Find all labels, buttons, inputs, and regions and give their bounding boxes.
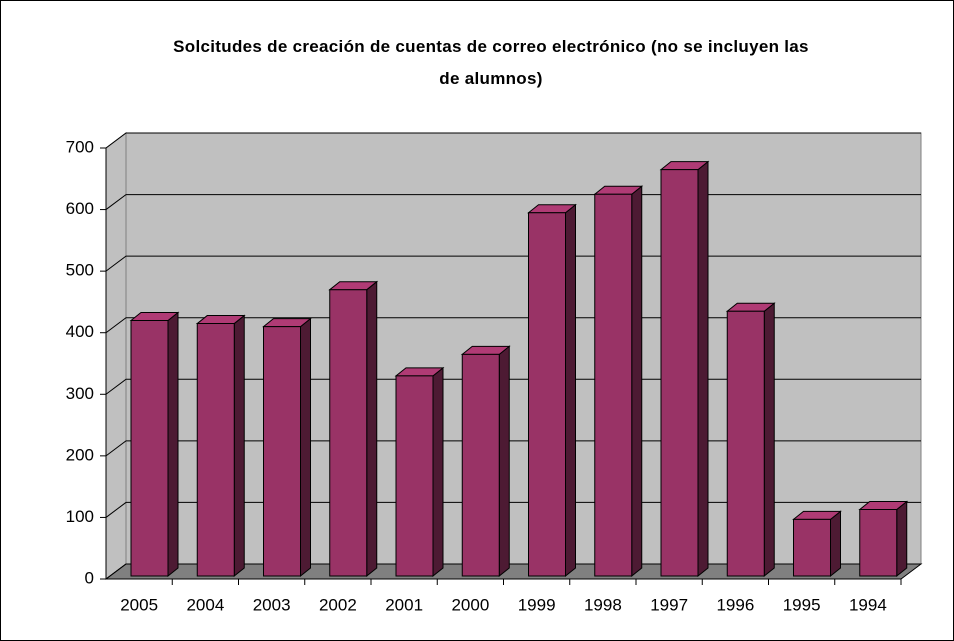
y-tick-label: 100 [66,507,94,526]
x-tick-label: 1994 [849,595,887,614]
bar-side [631,185,643,578]
bar-front [793,518,831,577]
bar [262,317,312,578]
bar [858,500,909,578]
y-tick-label: 600 [66,199,94,218]
grid-line [105,255,921,272]
x-tick-label: 1995 [783,595,821,614]
bar-side [233,314,245,578]
bar-side [697,160,709,578]
bar-front [859,509,898,577]
bar-side [366,280,378,578]
bar-front [395,375,434,577]
bar [460,345,511,578]
y-tick-label: 500 [66,261,94,280]
bar-side [300,317,311,578]
grid-line [105,563,921,580]
bar-front [461,353,500,577]
back-wall [125,132,922,565]
y-tick-label: 700 [66,137,94,156]
x-tick-label: 1999 [518,595,556,614]
y-tick-label: 0 [85,568,94,587]
x-tick-label: 1997 [650,595,688,614]
bar [527,203,577,578]
grid-line [105,378,921,395]
bar [659,160,710,578]
bar-front [130,319,169,577]
bar-front [528,212,566,577]
bar [328,280,379,578]
bar-front [726,310,765,577]
y-tick-label: 200 [66,445,94,464]
side-wall [105,132,127,580]
bar [394,366,445,578]
x-tick-label: 2005 [120,595,158,614]
bar-front [329,289,368,577]
bar-front [196,323,235,577]
x-tick-label: 2002 [319,595,357,614]
bar [725,302,776,578]
y-tick-label: 300 [66,384,94,403]
bar-side [830,510,841,578]
grid-line [105,501,921,518]
bar-side [432,366,444,578]
bar-front [594,193,633,577]
bar-side [498,345,510,578]
bar-side [565,203,576,578]
bar-front [660,169,699,577]
x-tick-label: 2000 [451,595,489,614]
bar [792,510,842,578]
bar-side [167,311,179,578]
x-tick-label: 1998 [584,595,622,614]
chart-title: Solcitudes de creación de cuentas de cor… [173,37,809,88]
bar [593,185,644,578]
bar-front [263,326,301,577]
y-tick-label: 400 [66,322,94,341]
grid-line [105,132,921,149]
bar [195,314,246,578]
bar-side [763,302,775,578]
grid-line [105,317,921,334]
x-tick-label: 1996 [716,595,754,614]
x-tick-label: 2004 [186,595,224,614]
grid-line [105,440,921,457]
bar [129,311,180,578]
bar-side [896,500,908,578]
x-tick-label: 2003 [253,595,291,614]
grid-line [105,194,921,210]
x-tick-label: 2001 [385,595,423,614]
